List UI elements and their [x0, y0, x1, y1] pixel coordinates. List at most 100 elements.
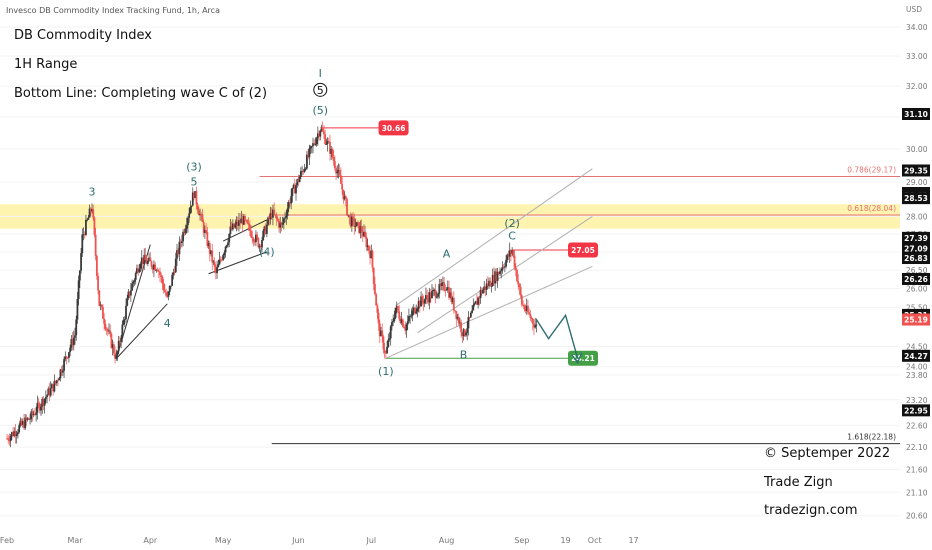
y-tick-label: 29.00	[906, 178, 928, 187]
candle-body	[171, 275, 174, 286]
candle-body	[54, 380, 57, 384]
note-timeframe: 1H Range	[14, 57, 78, 72]
candle-body	[527, 305, 529, 313]
candle-body	[500, 270, 503, 272]
candle-body	[41, 398, 44, 407]
wave-label: (1)	[378, 365, 394, 378]
candle-body	[34, 413, 36, 415]
candle-body	[49, 387, 52, 396]
candle-body	[251, 237, 254, 239]
axis-price-tag	[902, 164, 930, 177]
candle-body	[140, 257, 143, 264]
candle-body	[501, 266, 504, 271]
axis-price-tag	[902, 252, 930, 265]
candle-body	[95, 255, 98, 277]
candle-body	[148, 257, 150, 261]
candle-body	[318, 133, 320, 137]
candle-body	[115, 355, 118, 359]
candle-body	[329, 142, 331, 154]
candle-body	[6, 438, 8, 440]
candle-body	[136, 268, 138, 274]
candle-body	[399, 318, 402, 323]
candle-body	[59, 369, 62, 379]
candle-body	[432, 290, 435, 292]
candle-body	[216, 267, 218, 274]
candle-body	[27, 418, 30, 420]
channel-line	[385, 265, 593, 359]
candle-body	[357, 222, 359, 223]
candle-body	[319, 130, 322, 137]
candle-body	[358, 222, 361, 233]
candle-body	[207, 243, 210, 246]
x-tick-label: Oct	[588, 536, 602, 545]
candle-body	[253, 241, 256, 243]
candle-body	[292, 184, 295, 188]
candle-body	[444, 290, 447, 291]
candle-body	[188, 213, 191, 218]
candle-body	[244, 216, 246, 221]
axis-price-tag-label: 22.95	[904, 406, 928, 415]
candle-body	[106, 329, 109, 332]
candle-body	[480, 290, 483, 294]
candle-body	[463, 329, 466, 336]
candle-body	[44, 397, 47, 399]
candle-body	[138, 268, 141, 273]
candle-body	[229, 226, 232, 234]
candle-body	[425, 295, 427, 300]
candle-body	[309, 146, 312, 149]
candle-body	[116, 351, 119, 356]
axis-price-tag-label: 24.27	[904, 352, 928, 361]
candle-body	[511, 250, 514, 254]
candle-body	[234, 224, 237, 228]
candle-body	[349, 217, 352, 227]
candle-body	[382, 336, 385, 350]
candle-body	[85, 219, 87, 235]
candle-body	[409, 315, 412, 317]
candle-body	[35, 412, 38, 415]
y-tick-label: 26.50	[906, 266, 928, 275]
candle-body	[474, 301, 477, 304]
candle-body	[439, 283, 442, 286]
candle-body	[335, 168, 337, 174]
candle-body	[310, 146, 313, 148]
candle-body	[228, 233, 231, 243]
candle-body	[482, 289, 484, 294]
candle-body	[428, 292, 431, 303]
wave-label: I	[319, 67, 322, 80]
candle-body	[127, 291, 130, 299]
candle-body	[222, 255, 225, 260]
candle-body	[88, 208, 91, 218]
candle-body	[110, 333, 113, 348]
candle-body	[274, 214, 277, 216]
axis-price-tag-label: 25.19	[904, 316, 928, 325]
candle-body	[315, 138, 318, 145]
x-tick-label: 17	[628, 536, 638, 545]
candle-body	[38, 403, 41, 411]
candle-body	[86, 219, 89, 221]
candle-body	[281, 222, 284, 225]
candle-body	[182, 231, 184, 242]
candle-body	[65, 356, 68, 358]
candle-body	[401, 319, 404, 327]
candle-body	[212, 261, 215, 263]
axis-price-tag-label: 27.09	[904, 245, 928, 254]
candle-body	[386, 346, 388, 354]
candle-body	[433, 289, 436, 291]
wave-label: (5)	[312, 104, 328, 117]
candle-body	[53, 380, 56, 392]
candle-body	[166, 295, 169, 297]
candle-body	[92, 209, 95, 218]
candle-body	[323, 131, 325, 135]
candle-body	[456, 316, 459, 319]
candle-body	[477, 297, 480, 305]
note-title: DB Commodity Index	[14, 28, 152, 43]
candle-body	[476, 301, 478, 305]
candle-body	[183, 231, 186, 234]
candle-body	[337, 170, 340, 172]
candle-body	[316, 133, 319, 139]
candle-body	[417, 301, 420, 309]
candle-body	[510, 250, 512, 254]
candle-body	[420, 296, 422, 307]
candle-body	[445, 289, 448, 291]
